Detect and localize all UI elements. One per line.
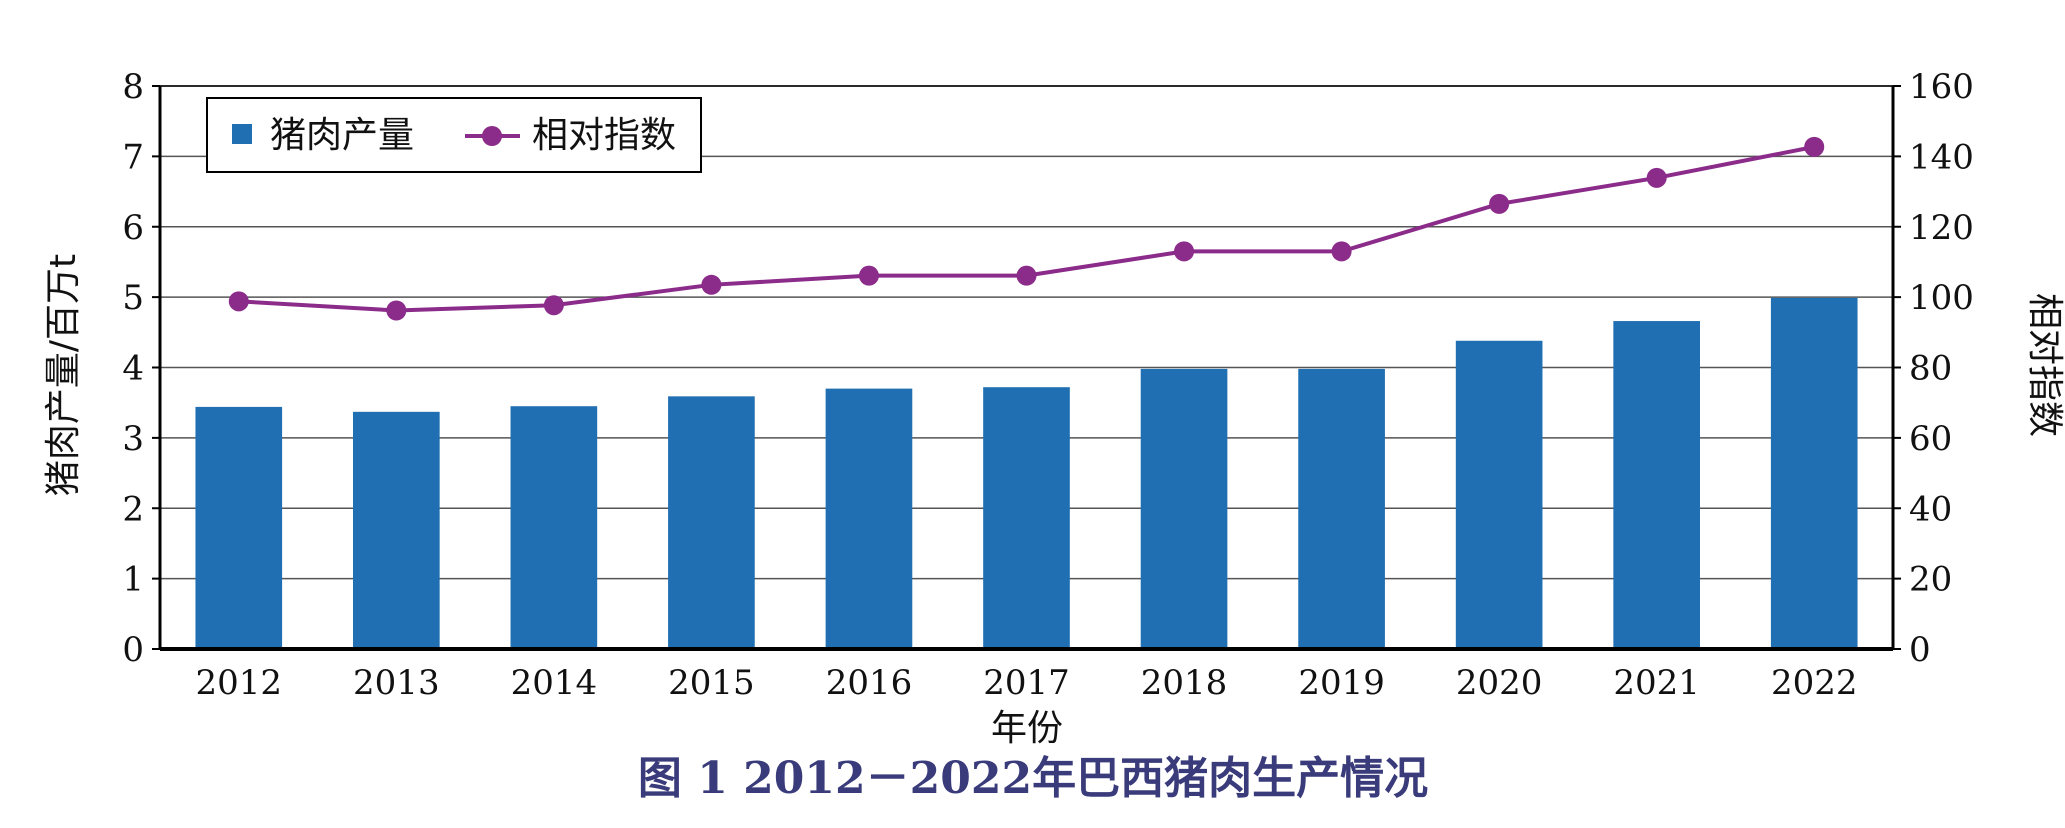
index-point <box>1331 241 1352 262</box>
y2-axis-title: 相对指数 <box>2024 293 2065 437</box>
x-tick-label: 2020 <box>1456 663 1543 703</box>
bar <box>1770 297 1858 649</box>
y-tick-label: 5 <box>122 278 144 318</box>
legend-line-label: 相对指数 <box>532 115 676 156</box>
x-tick-label: 2012 <box>196 663 283 703</box>
x-tick-label: 2017 <box>983 663 1070 703</box>
bar <box>510 406 598 649</box>
legend-box <box>206 97 702 173</box>
y-axis-title: 猪肉产量/百万t <box>43 254 84 496</box>
bar <box>1298 368 1385 649</box>
x-tick-label: 2014 <box>511 663 598 703</box>
y-tick-label: 4 <box>122 349 144 389</box>
legend: 猪肉产量 相对指数 <box>206 97 702 173</box>
legend-bar-label: 猪肉产量 <box>270 115 414 156</box>
x-tick-label: 2015 <box>668 663 755 703</box>
index-point <box>701 274 722 295</box>
y2-tick-label: 20 <box>1909 560 1952 600</box>
x-tick-label: 2019 <box>1298 663 1385 703</box>
bar-series <box>195 297 1858 649</box>
axes <box>152 85 1901 651</box>
y-tick-label: 8 <box>122 67 144 107</box>
bar <box>352 411 440 649</box>
line-series <box>228 136 1825 321</box>
x-tick-label: 2016 <box>826 663 913 703</box>
index-point <box>858 265 879 286</box>
legend-line-marker <box>482 126 502 146</box>
legend-bar-swatch <box>232 124 252 144</box>
index-point <box>1804 136 1825 157</box>
bar <box>825 388 913 649</box>
y-tick-label: 1 <box>122 560 144 600</box>
y-tick-label: 2 <box>122 489 144 529</box>
y-tick-label: 6 <box>122 208 144 248</box>
y2-tick-label: 120 <box>1909 208 1974 248</box>
index-point <box>1646 167 1667 188</box>
x-tick-label: 2018 <box>1141 663 1228 703</box>
y-tick-label: 0 <box>122 630 144 670</box>
x-tick-label: 2021 <box>1613 663 1700 703</box>
y2-tick-label: 80 <box>1909 349 1952 389</box>
index-point <box>228 291 249 312</box>
index-point <box>543 295 564 316</box>
index-point <box>1016 265 1037 286</box>
bar <box>1613 321 1701 649</box>
y2-tick-label: 100 <box>1909 278 1974 318</box>
y2-tick-label: 140 <box>1909 137 1974 177</box>
y2-tick-label: 60 <box>1909 419 1952 459</box>
x-tick-label: 2013 <box>353 663 440 703</box>
bar <box>195 406 283 649</box>
y2-tick-label: 160 <box>1909 67 1974 107</box>
x-tick-label: 2022 <box>1771 663 1858 703</box>
index-point <box>1489 193 1510 214</box>
figure-caption: 图 1 2012－2022年巴西猪肉生产情况 <box>638 753 1428 804</box>
bar <box>983 387 1070 649</box>
y-tick-label: 7 <box>122 137 144 177</box>
bar <box>1455 340 1543 649</box>
y-tick-label: 3 <box>122 419 144 459</box>
index-point <box>386 300 407 321</box>
bar <box>668 396 755 649</box>
bar <box>1140 368 1228 649</box>
x-axis-title: 年份 <box>991 708 1063 749</box>
y2-tick-label: 40 <box>1909 489 1952 529</box>
y2-tick-label: 0 <box>1909 630 1931 670</box>
index-point <box>1174 241 1195 262</box>
